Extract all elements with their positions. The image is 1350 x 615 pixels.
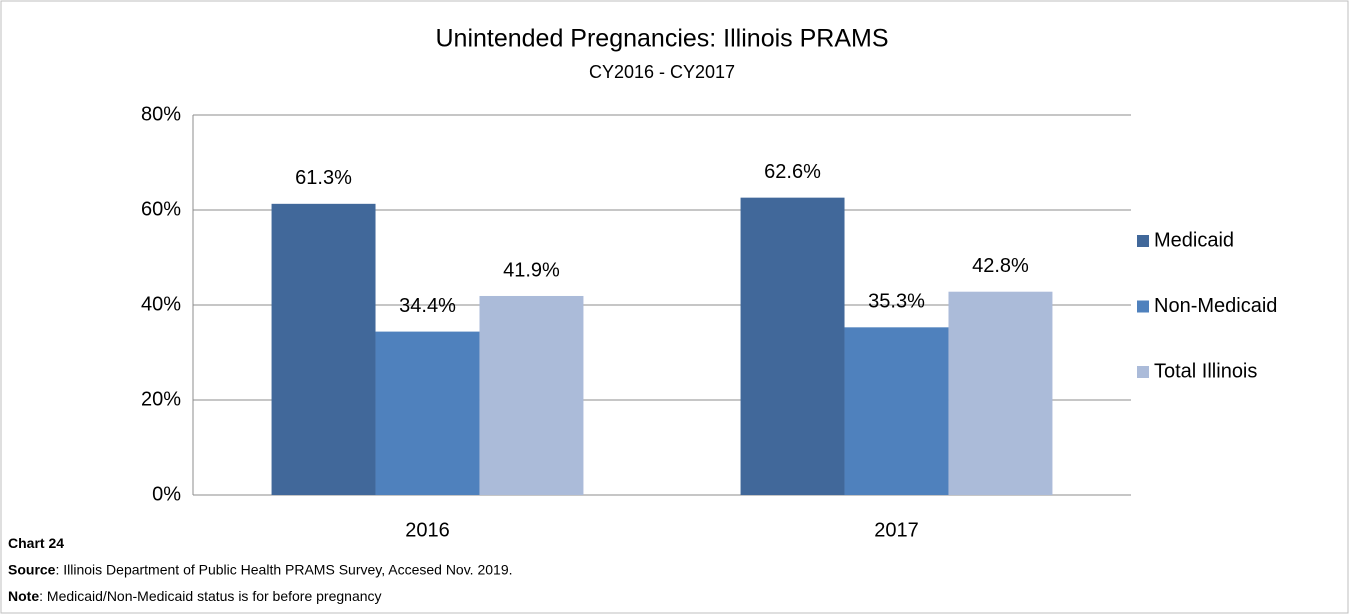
y-tick-label: 40% <box>141 293 181 315</box>
chart-title: Unintended Pregnancies: Illinois PRAMS <box>435 25 888 53</box>
x-tick-label: 2016 <box>405 519 450 541</box>
value-label: 35.3% <box>868 291 925 313</box>
value-label: 42.8% <box>972 255 1029 277</box>
legend-swatch <box>1137 366 1149 378</box>
bar <box>844 327 949 495</box>
value-label: 41.9% <box>503 259 560 281</box>
value-label: 61.3% <box>295 167 352 189</box>
footnote: Chart 24 <box>8 535 64 551</box>
legend-label: Non-Medicaid <box>1154 295 1277 317</box>
chart-subtitle: CY2016 - CY2017 <box>589 62 735 82</box>
bar <box>271 203 376 495</box>
bar <box>740 197 845 495</box>
x-tick-label: 2017 <box>874 519 919 541</box>
y-tick-label: 0% <box>152 483 181 505</box>
y-tick-label: 80% <box>141 103 181 125</box>
value-label: 62.6% <box>764 161 821 183</box>
footnote-label: Source <box>8 561 56 577</box>
bar <box>948 291 1053 495</box>
value-label: 34.4% <box>399 295 456 317</box>
legend-label: Medicaid <box>1154 229 1234 251</box>
y-tick-label: 60% <box>141 198 181 220</box>
legend-swatch <box>1137 235 1149 247</box>
legend-swatch <box>1137 300 1149 313</box>
footnote-text: : Illinois Department of Public Health P… <box>55 561 512 577</box>
footnote-label: Chart 24 <box>8 535 64 551</box>
bar <box>479 295 584 495</box>
y-tick-label: 20% <box>141 388 181 410</box>
legend-label: Total Illinois <box>1154 360 1257 382</box>
footnote-text: : Medicaid/Non-Medicaid status is for be… <box>39 588 381 604</box>
footnote-label: Note <box>8 588 39 604</box>
bar <box>375 331 480 495</box>
footnote: Source: Illinois Department of Public He… <box>8 561 513 577</box>
footnote: Note: Medicaid/Non-Medicaid status is fo… <box>8 588 382 604</box>
